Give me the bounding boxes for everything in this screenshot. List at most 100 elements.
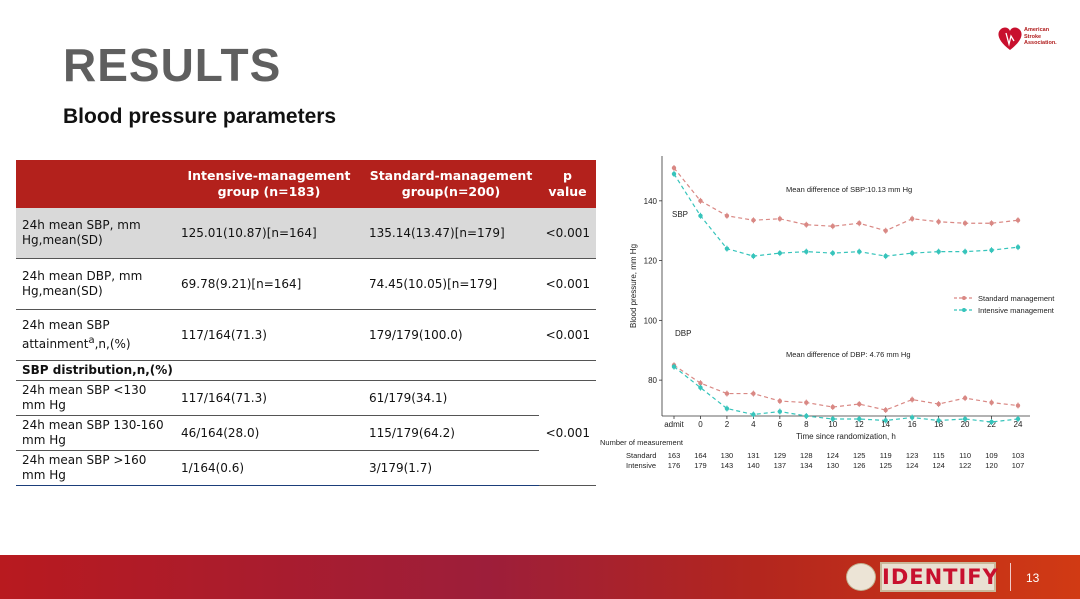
count-value: 124 xyxy=(932,461,945,470)
count-value: 125 xyxy=(879,461,892,470)
slide-subtitle: Blood pressure parameters xyxy=(63,105,337,128)
data-point xyxy=(671,165,677,171)
logo-text: American Stroke Association. xyxy=(1024,27,1057,46)
cell-intensive: 69.78(9.21)[n=164] xyxy=(175,258,363,310)
cell-p-value: <0.001 xyxy=(539,208,596,259)
dbp-difference-annotation: Mean difference of DBP: 4.76 mm Hg xyxy=(786,350,911,359)
row-label: 24h mean DBP, mm Hg,mean(SD) xyxy=(16,258,175,310)
data-point xyxy=(883,253,888,259)
data-point xyxy=(830,416,835,422)
data-point xyxy=(804,413,809,419)
data-point xyxy=(883,407,888,413)
x-tick-label: 14 xyxy=(881,420,890,429)
dbp-label: DBP xyxy=(675,329,691,338)
x-tick-label: 24 xyxy=(1014,420,1023,429)
x-tick-label: 6 xyxy=(778,420,783,429)
sbp-label: SBP xyxy=(672,210,688,219)
data-point xyxy=(936,418,941,423)
cell-standard: 74.45(10.05)[n=179] xyxy=(363,258,539,310)
data-point xyxy=(909,415,915,420)
count-value: 107 xyxy=(1012,461,1025,470)
sbp-difference-annotation: Mean difference of SBP:10.13 mm Hg xyxy=(786,185,912,194)
count-value: 176 xyxy=(668,461,681,470)
data-point xyxy=(777,398,783,404)
table-row: 24h mean SBP >160 mm Hg 1/164(0.6) 3/179… xyxy=(16,450,596,486)
data-point xyxy=(1015,218,1021,223)
cell-p-value: <0.001 xyxy=(539,309,596,361)
data-point xyxy=(857,401,862,407)
row-label: 24h mean SBP attainmenta,n,(%) xyxy=(16,309,175,361)
y-axis-label: Blood pressure, mm Hg xyxy=(629,244,638,328)
count-value: 124 xyxy=(827,451,840,460)
data-point xyxy=(671,364,677,369)
legend-label: Intensive management xyxy=(978,306,1055,315)
x-tick-label: 10 xyxy=(828,420,837,429)
table-row: 24h mean SBP, mm Hg,mean(SD) 125.01(10.8… xyxy=(16,208,596,259)
cell-intensive: 1/164(0.6) xyxy=(175,450,363,486)
x-tick-label: 18 xyxy=(934,420,943,429)
cell-standard: 61/179(34.1) xyxy=(363,380,539,416)
data-point xyxy=(777,409,783,414)
y-tick-label: 80 xyxy=(648,376,657,385)
count-value: 143 xyxy=(721,461,734,470)
data-point xyxy=(724,246,730,251)
count-value: 123 xyxy=(906,451,919,460)
section-label: SBP distribution,n,(%) xyxy=(16,360,596,381)
count-value: 122 xyxy=(959,461,972,470)
data-point xyxy=(857,416,862,422)
count-value: 134 xyxy=(800,461,813,470)
x-tick-label: 20 xyxy=(961,420,970,429)
data-point xyxy=(698,198,703,204)
count-value: 179 xyxy=(694,461,707,470)
data-point xyxy=(698,380,703,386)
cell-p-value: <0.001 xyxy=(539,380,596,486)
x-tick-label: 8 xyxy=(804,420,809,429)
count-value: 163 xyxy=(668,451,681,460)
counts-row-label: Standard xyxy=(626,451,656,460)
data-point xyxy=(936,249,941,254)
table-header-cell: Standard-management group(n=200) xyxy=(363,160,539,208)
bp-table: Intensive-management group (n=183) Stand… xyxy=(16,160,596,486)
data-point xyxy=(830,224,835,229)
series-line-standard xyxy=(673,364,1019,411)
count-value: 124 xyxy=(906,461,919,470)
data-point xyxy=(883,418,888,423)
cell-standard: 3/179(1.7) xyxy=(363,450,539,486)
count-value: 119 xyxy=(880,451,892,460)
x-tick-label: 0 xyxy=(698,420,703,429)
table-header-cell: p value xyxy=(539,160,596,208)
legend-swatch-point xyxy=(962,296,966,300)
legend-label: Standard management xyxy=(978,294,1055,303)
data-point xyxy=(751,391,756,396)
y-tick-label: 120 xyxy=(644,257,658,266)
series-line-intensive xyxy=(673,366,1019,423)
table-row: 24h mean DBP, mm Hg,mean(SD) 69.78(9.21)… xyxy=(16,258,596,310)
row-label: 24h mean SBP <130 mm Hg xyxy=(16,380,175,416)
cell-intensive: 125.01(10.87)[n=164] xyxy=(175,208,363,259)
count-value: 103 xyxy=(1012,451,1025,460)
cell-intensive: 46/164(28.0) xyxy=(175,415,363,451)
counts-title: Number of measurement xyxy=(600,438,684,447)
data-point xyxy=(857,249,862,254)
data-point xyxy=(909,216,915,221)
cell-standard: 179/179(100.0) xyxy=(363,309,539,361)
count-value: 115 xyxy=(933,451,945,460)
data-point xyxy=(804,222,809,227)
x-tick-label: 4 xyxy=(751,420,756,429)
page-number: 13 xyxy=(1026,571,1040,585)
y-tick-label: 100 xyxy=(644,316,658,325)
data-point xyxy=(751,253,756,259)
data-point xyxy=(830,250,835,256)
row-label: 24h mean SBP >160 mm Hg xyxy=(16,450,175,486)
cell-intensive: 117/164(71.3) xyxy=(175,309,363,361)
data-point xyxy=(830,404,835,410)
data-point xyxy=(751,412,756,417)
y-tick-label: 140 xyxy=(644,197,658,206)
data-point xyxy=(777,216,783,221)
row-label: 24h mean SBP 130-160 mm Hg xyxy=(16,415,175,451)
x-tick-label: 2 xyxy=(725,420,730,429)
count-value: 130 xyxy=(721,451,734,460)
table-header-cell xyxy=(16,160,175,208)
count-value: 126 xyxy=(853,461,866,470)
